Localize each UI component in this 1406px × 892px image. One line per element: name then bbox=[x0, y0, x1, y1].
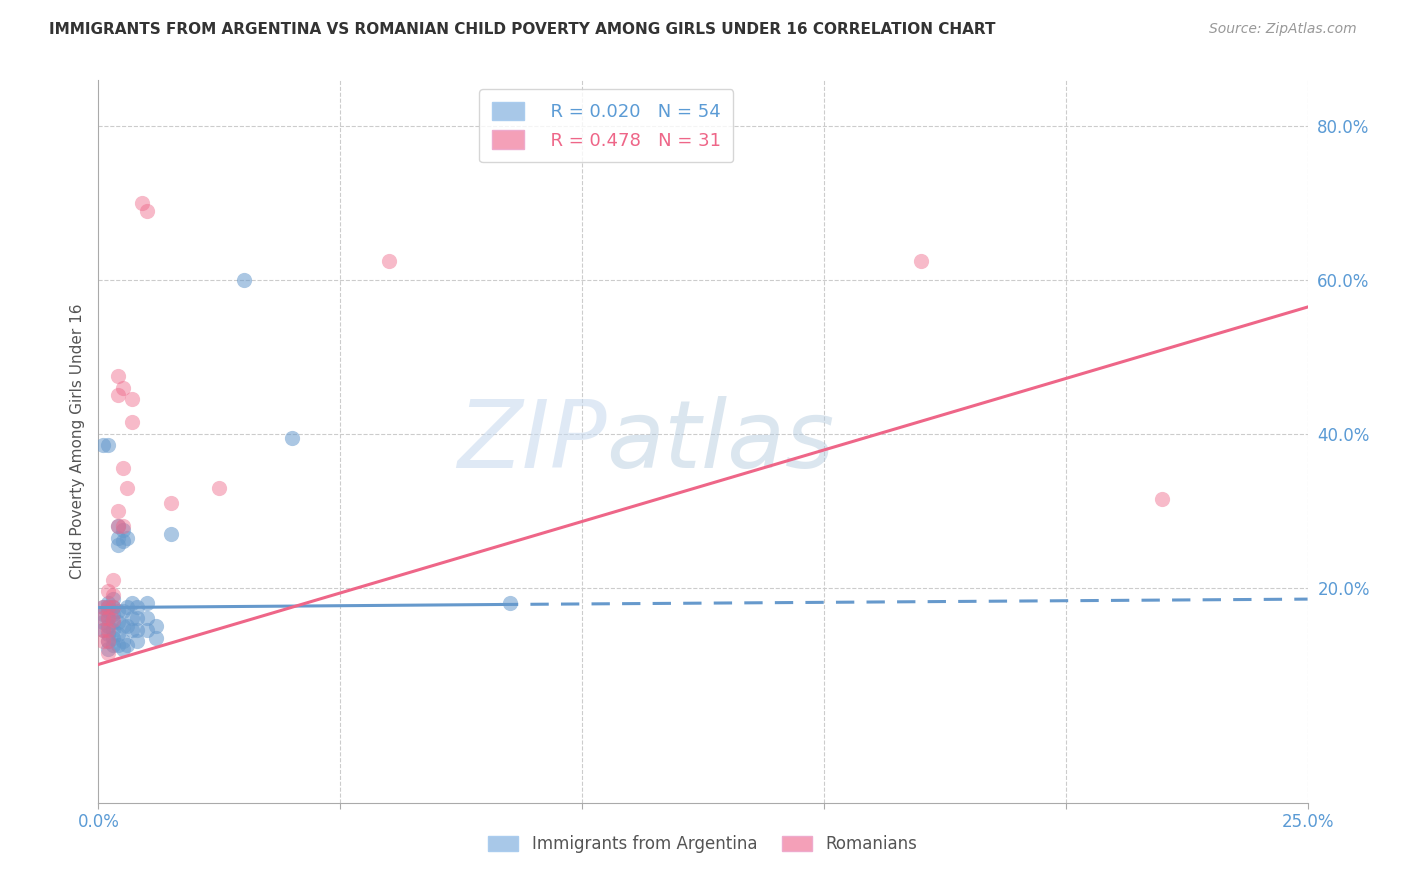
Point bbox=[111, 634, 134, 648]
Point bbox=[121, 415, 143, 429]
Point bbox=[135, 611, 157, 625]
Point bbox=[208, 481, 231, 495]
Point bbox=[91, 611, 114, 625]
Text: IMMIGRANTS FROM ARGENTINA VS ROMANIAN CHILD POVERTY AMONG GIRLS UNDER 16 CORRELA: IMMIGRANTS FROM ARGENTINA VS ROMANIAN CH… bbox=[49, 22, 995, 37]
Point bbox=[101, 607, 124, 622]
Point bbox=[97, 438, 120, 452]
Point bbox=[107, 626, 129, 640]
Point bbox=[121, 596, 143, 610]
Legend: Immigrants from Argentina, Romanians: Immigrants from Argentina, Romanians bbox=[482, 828, 924, 860]
Point bbox=[101, 613, 124, 627]
Text: ZIP: ZIP bbox=[457, 396, 606, 487]
Point bbox=[97, 619, 120, 633]
Point bbox=[101, 588, 124, 602]
Point bbox=[107, 519, 129, 533]
Point bbox=[145, 631, 167, 645]
Text: Source: ZipAtlas.com: Source: ZipAtlas.com bbox=[1209, 22, 1357, 37]
Text: atlas: atlas bbox=[606, 396, 835, 487]
Point bbox=[97, 611, 120, 625]
Point bbox=[107, 519, 129, 533]
Point bbox=[121, 623, 143, 637]
Point bbox=[117, 481, 139, 495]
Point bbox=[97, 626, 120, 640]
Point bbox=[97, 642, 120, 657]
Point bbox=[101, 573, 124, 587]
Point bbox=[107, 604, 129, 618]
Point bbox=[101, 599, 124, 614]
Point bbox=[97, 611, 120, 625]
Point bbox=[160, 496, 183, 510]
Point bbox=[111, 604, 134, 618]
Point bbox=[131, 196, 153, 211]
Point bbox=[97, 584, 120, 599]
Point bbox=[111, 523, 134, 537]
Point bbox=[107, 369, 129, 384]
Point bbox=[111, 642, 134, 657]
Point bbox=[111, 461, 134, 475]
Point bbox=[107, 504, 129, 518]
Point bbox=[97, 604, 120, 618]
Point bbox=[160, 526, 183, 541]
Point bbox=[121, 611, 143, 625]
Point bbox=[117, 531, 139, 545]
Point bbox=[111, 519, 134, 533]
Point bbox=[117, 638, 139, 652]
Point bbox=[107, 388, 129, 402]
Point bbox=[107, 531, 129, 545]
Point bbox=[121, 392, 143, 407]
Point bbox=[127, 611, 149, 625]
Point bbox=[127, 599, 149, 614]
Point bbox=[97, 599, 120, 614]
Point bbox=[91, 599, 114, 614]
Point bbox=[91, 634, 114, 648]
Point bbox=[91, 623, 114, 637]
Point bbox=[91, 438, 114, 452]
Point bbox=[135, 203, 157, 218]
Point bbox=[97, 623, 120, 637]
Point bbox=[1152, 492, 1174, 507]
Point bbox=[101, 623, 124, 637]
Point bbox=[127, 634, 149, 648]
Point bbox=[117, 599, 139, 614]
Point bbox=[91, 623, 114, 637]
Point bbox=[97, 596, 120, 610]
Point bbox=[91, 615, 114, 630]
Point bbox=[91, 599, 114, 614]
Point bbox=[111, 381, 134, 395]
Point bbox=[281, 431, 304, 445]
Point bbox=[111, 534, 134, 549]
Point bbox=[910, 253, 932, 268]
Point bbox=[117, 619, 139, 633]
Point bbox=[127, 623, 149, 637]
Point bbox=[97, 634, 120, 648]
Point bbox=[232, 273, 254, 287]
Point bbox=[135, 623, 157, 637]
Point bbox=[107, 538, 129, 552]
Point bbox=[107, 615, 129, 630]
Point bbox=[97, 634, 120, 648]
Point bbox=[101, 638, 124, 652]
Point bbox=[97, 646, 120, 660]
Point bbox=[145, 619, 167, 633]
Point bbox=[97, 599, 120, 614]
Point bbox=[101, 631, 124, 645]
Point bbox=[135, 596, 157, 610]
Point bbox=[107, 638, 129, 652]
Point bbox=[111, 619, 134, 633]
Point bbox=[101, 615, 124, 630]
Point bbox=[377, 253, 399, 268]
Y-axis label: Child Poverty Among Girls Under 16: Child Poverty Among Girls Under 16 bbox=[69, 304, 84, 579]
Point bbox=[498, 596, 520, 610]
Point bbox=[101, 599, 124, 614]
Point bbox=[101, 592, 124, 607]
Point bbox=[91, 607, 114, 622]
